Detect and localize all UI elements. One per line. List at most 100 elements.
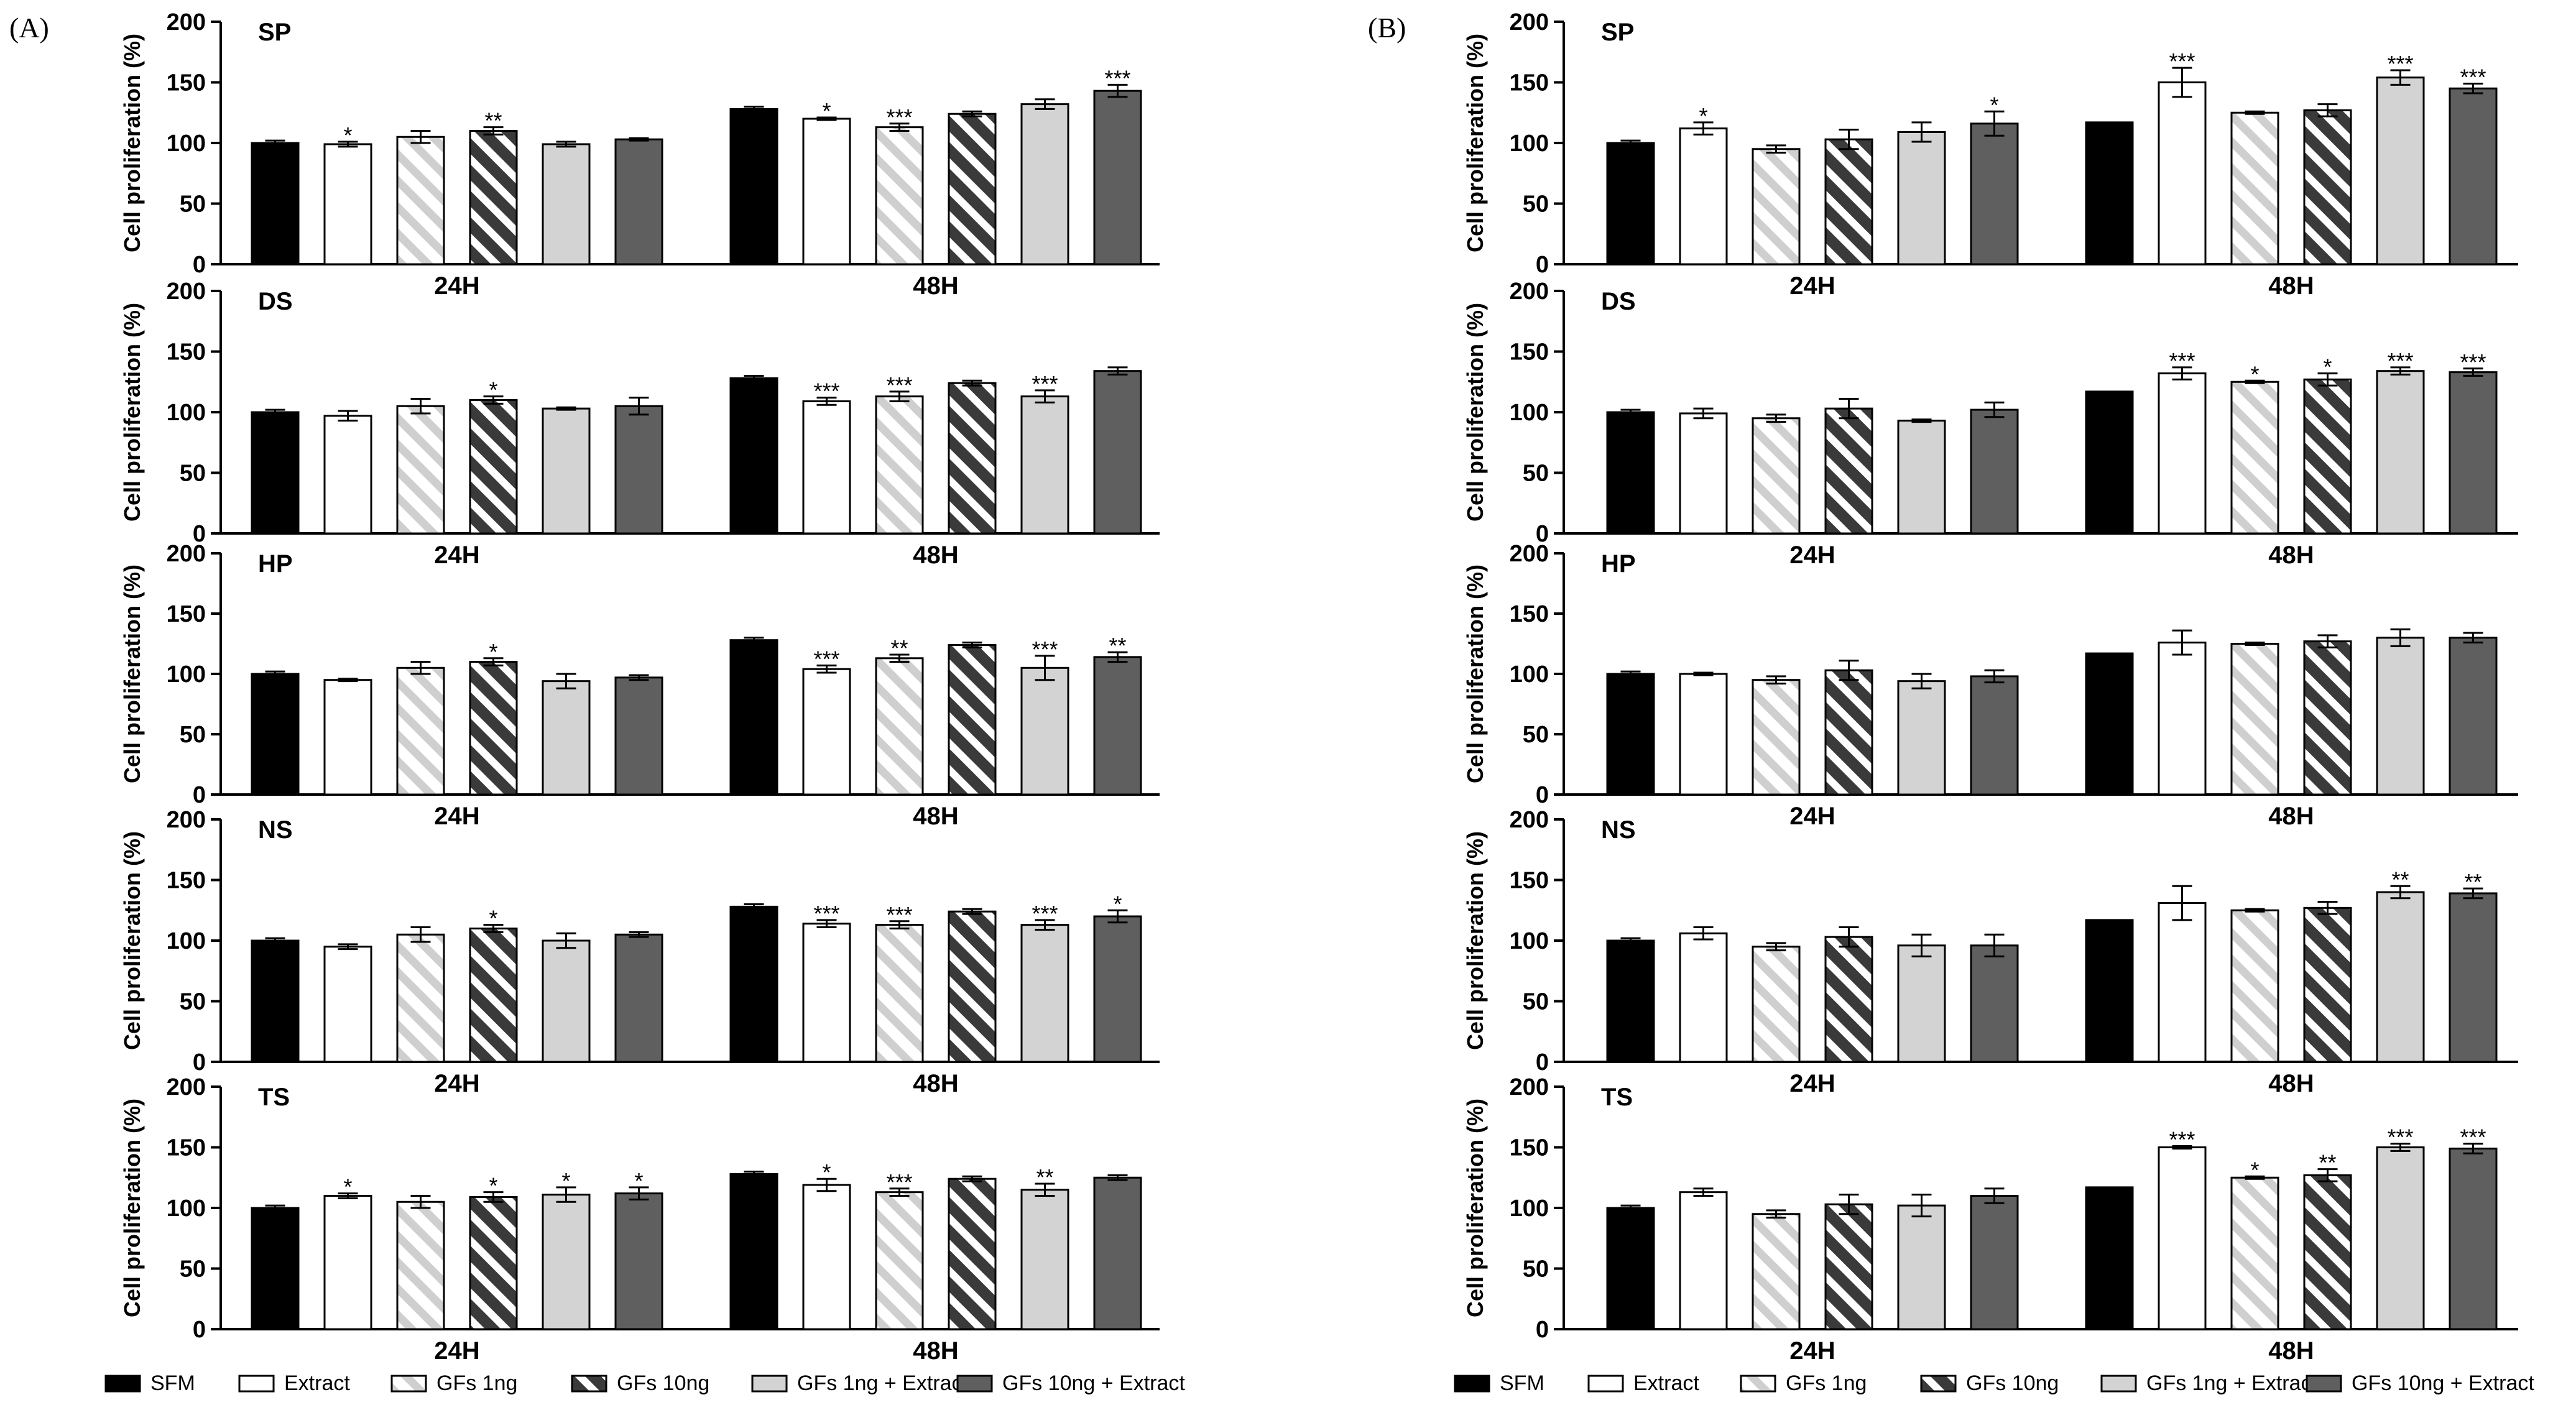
error-bar bbox=[629, 1186, 649, 1200]
error-bar bbox=[2245, 379, 2265, 384]
error-bar bbox=[2317, 1168, 2338, 1182]
chart-a-ns: 0 50 100 150 200 Cell proliferation (%) NS 24H 4… bbox=[119, 807, 1160, 1097]
bar-gfs-1ng-24h bbox=[1752, 946, 1801, 1063]
bar-extract-48h bbox=[2158, 902, 2207, 1063]
bar-gfs-1ng-24h bbox=[396, 405, 445, 535]
category-label-48h: 48H bbox=[2268, 272, 2314, 300]
legend-label: GFs 10ng + Extract bbox=[1002, 1371, 1185, 1395]
bar-gfs-1ng-extract-48h bbox=[2376, 1146, 2425, 1330]
error-bar bbox=[1984, 1187, 2005, 1204]
bar-gfs-10ng-48h bbox=[2303, 109, 2352, 265]
error-bar bbox=[2172, 67, 2192, 98]
error-bar bbox=[556, 141, 576, 148]
y-tick-label: 50 bbox=[1523, 461, 1549, 487]
bar-sfm-48h bbox=[2085, 919, 2134, 1063]
bar-extract-24h bbox=[1679, 412, 1728, 535]
error-bar bbox=[2390, 628, 2411, 647]
chart-b-hp: 0 50 100 150 200 Cell proliferation (%) HP 24H 4… bbox=[1462, 541, 2518, 830]
error-bar bbox=[1693, 926, 1714, 941]
legend-label: GFs 10ng bbox=[1966, 1371, 2059, 1395]
chart-a-sp: 0 50 100 150 200 Cell proliferation (%) SP 24H 4… bbox=[119, 9, 1160, 300]
y-tick-label: 200 bbox=[1510, 279, 1549, 305]
bar-gfs-1ng-extract-24h bbox=[542, 939, 591, 1063]
bar-gfs-10ng-extract-48h bbox=[1093, 1176, 1142, 1330]
error-bar bbox=[338, 141, 358, 148]
significance-marker: * bbox=[1699, 103, 1707, 129]
error-bar bbox=[744, 637, 764, 644]
y-tick-label: 150 bbox=[1510, 601, 1549, 627]
bar-sfm-48h bbox=[2085, 652, 2134, 796]
significance-marker: ** bbox=[2391, 867, 2409, 892]
significance-marker: ** bbox=[1036, 1164, 1053, 1190]
y-axis-label: Cell proliferation (%) bbox=[119, 831, 145, 1050]
bar-gfs-1ng-48h bbox=[2230, 380, 2279, 535]
bar-sfm-24h bbox=[251, 411, 300, 535]
error-bar bbox=[2390, 1143, 2411, 1152]
chart-title: NS bbox=[1601, 816, 1636, 844]
bar-gfs-1ng-24h bbox=[1752, 148, 1801, 265]
error-bar bbox=[556, 406, 576, 411]
error-bar bbox=[629, 137, 649, 142]
y-tick-label: 0 bbox=[1536, 252, 1549, 278]
bar-gfs-1ng-extract-24h bbox=[1897, 131, 1946, 265]
category-label-24h: 24H bbox=[1789, 803, 1835, 830]
bar-extract-24h bbox=[323, 143, 372, 265]
error-bar bbox=[483, 126, 504, 136]
error-bar bbox=[2245, 642, 2265, 646]
significance-marker: * bbox=[489, 377, 497, 403]
category-label-48h: 48H bbox=[2268, 541, 2314, 569]
category-label-24h: 24H bbox=[1789, 1337, 1835, 1365]
y-tick-label: 50 bbox=[180, 989, 206, 1015]
error-bar bbox=[1107, 909, 1128, 924]
y-tick-label: 0 bbox=[1536, 782, 1549, 808]
error-bar bbox=[1620, 670, 1641, 678]
bar-gfs-10ng-extract-48h bbox=[1093, 915, 1142, 1063]
legend-swatch-gfs-1ng bbox=[390, 1375, 427, 1393]
category-label-24h: 24H bbox=[434, 1337, 479, 1365]
error-bar bbox=[265, 408, 285, 416]
significance-marker: * bbox=[1990, 92, 1998, 118]
panel-label-a: (A) bbox=[9, 12, 49, 44]
bar-extract-24h bbox=[1679, 1191, 1728, 1330]
bar-sfm-24h bbox=[1606, 1207, 1655, 1330]
bar-gfs-10ng-extract-24h bbox=[614, 405, 663, 535]
bar-gfs-10ng-24h bbox=[469, 1196, 518, 1330]
legend-label: Extract bbox=[1633, 1371, 1699, 1395]
bar-gfs-1ng-48h bbox=[875, 657, 924, 796]
bar-gfs-1ng-extract-48h bbox=[2376, 637, 2425, 796]
bar-gfs-10ng-extract-48h bbox=[1093, 370, 1142, 535]
error-bar bbox=[2245, 110, 2265, 115]
bar-gfs-10ng-48h bbox=[2303, 906, 2352, 1063]
bar-extract-48h bbox=[802, 400, 851, 535]
y-tick-label: 100 bbox=[167, 1196, 206, 1222]
y-tick-label: 200 bbox=[167, 9, 206, 35]
legend-swatch-sfm bbox=[1454, 1375, 1490, 1393]
error-bar bbox=[2390, 885, 2411, 900]
significance-marker: * bbox=[561, 1168, 570, 1194]
y-tick-label: 0 bbox=[193, 1317, 206, 1343]
error-bar bbox=[1984, 110, 2005, 137]
y-tick-label: 50 bbox=[180, 461, 206, 487]
bar-gfs-10ng-extract-24h bbox=[1970, 1195, 2019, 1330]
error-bar bbox=[1911, 418, 1932, 423]
bar-gfs-1ng-extract-48h bbox=[2376, 891, 2425, 1063]
legend-swatch-extract bbox=[1587, 1375, 1624, 1393]
bar-gfs-1ng-24h bbox=[396, 136, 445, 265]
legend-b: SFM Extract GFs 1ng GFs 10ng GFs 1ng + Extra… bbox=[1454, 1371, 2534, 1395]
y-axis-label: Cell proliferation (%) bbox=[119, 34, 145, 252]
bar-gfs-1ng-48h bbox=[875, 126, 924, 265]
error-bar bbox=[1839, 129, 1859, 150]
bar-sfm-24h bbox=[251, 142, 300, 265]
y-tick-label: 100 bbox=[1510, 1196, 1549, 1222]
y-tick-label: 150 bbox=[167, 601, 206, 627]
error-bar bbox=[2463, 82, 2483, 94]
significance-marker: *** bbox=[2387, 51, 2413, 76]
y-tick-label: 50 bbox=[180, 191, 206, 218]
bar-gfs-10ng-24h bbox=[469, 399, 518, 535]
y-tick-label: 150 bbox=[1510, 70, 1549, 96]
significance-marker: *** bbox=[1032, 901, 1058, 926]
bar-gfs-1ng-extract-24h bbox=[1897, 944, 1946, 1063]
error-bar bbox=[1035, 655, 1055, 681]
error-bar bbox=[265, 139, 285, 147]
error-bar bbox=[265, 1204, 285, 1212]
